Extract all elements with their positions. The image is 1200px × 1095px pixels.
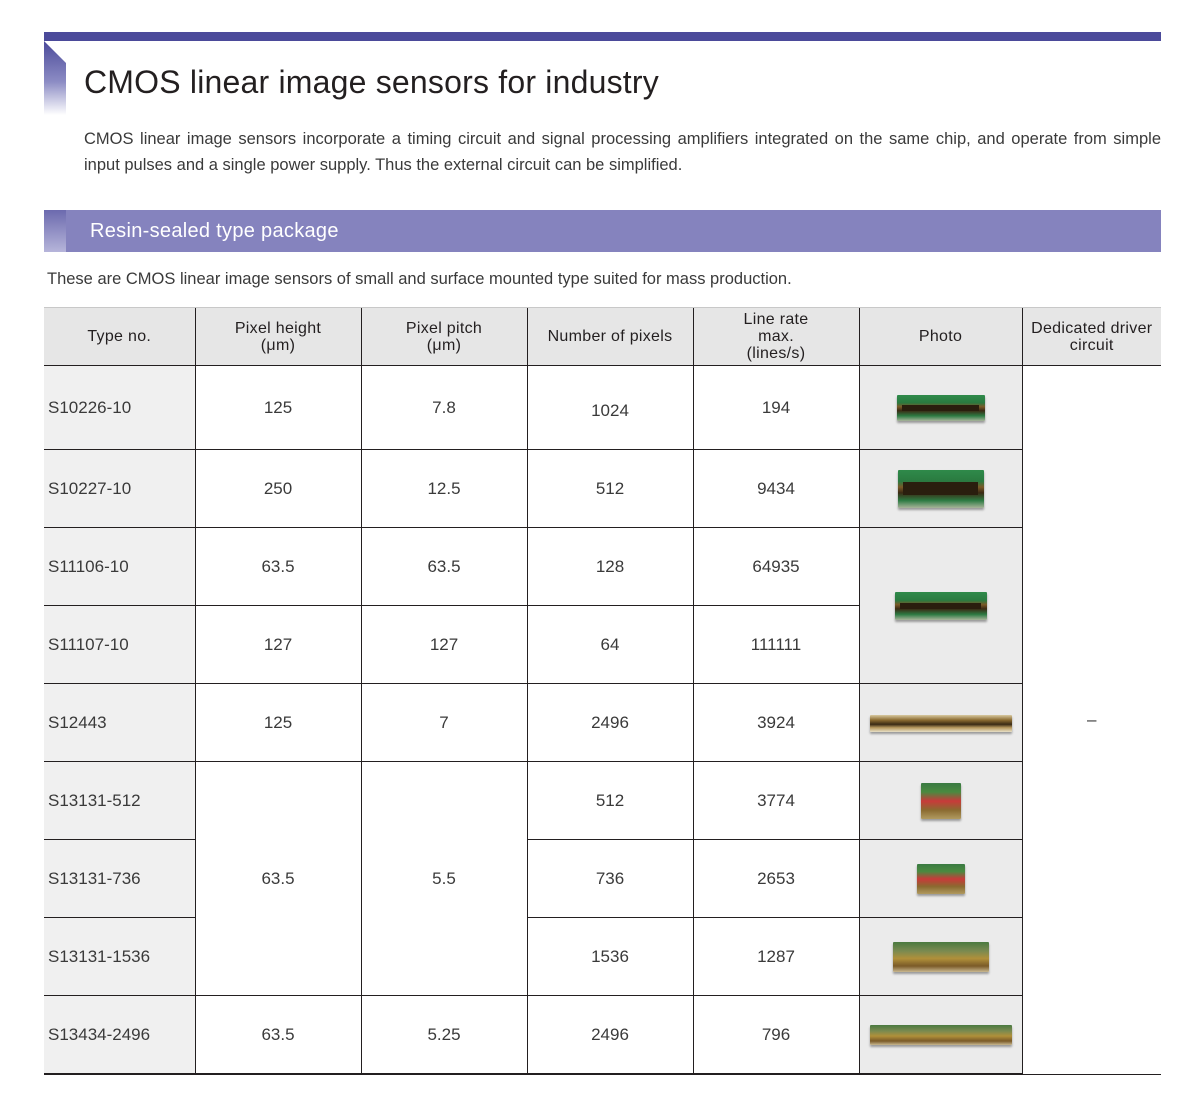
number-of-pixels-cell: 128 — [526, 527, 693, 606]
spec-table: Type no. Pixel height (μm) Pixel pitch (μm… — [44, 307, 1161, 1075]
header-line-rate: Line rate max. (lines/s) — [692, 307, 859, 366]
photo-cell — [858, 917, 1022, 996]
line-rate-cell: 3774 — [692, 761, 859, 840]
photo-cell — [858, 683, 1022, 762]
line-rate-cell: 111111 — [692, 605, 859, 684]
table-row: S11107-10 127 127 64 111111 — [44, 605, 1161, 684]
photo-cell — [858, 761, 1022, 840]
number-of-pixels-cell: 2496 — [526, 995, 693, 1075]
pixel-pitch-cell: 5.5 — [360, 761, 527, 996]
pixel-pitch-cell: 12.5 — [360, 449, 527, 528]
line-rate-cell: 64935 — [692, 527, 859, 606]
line-rate-cell: 9434 — [692, 449, 859, 528]
type-no-cell: S11107-10 — [44, 605, 195, 684]
photo-cell — [858, 995, 1022, 1075]
sensor-photo-s13131-736 — [916, 863, 965, 894]
pixel-pitch-cell: 63.5 — [360, 527, 527, 606]
intro-paragraph: CMOS linear image sensors incorporate a … — [84, 130, 1161, 174]
section-description: These are CMOS linear image sensors of s… — [47, 270, 792, 288]
number-of-pixels-cell: 1536 — [526, 917, 693, 996]
type-no-cell: S11106-10 — [44, 527, 195, 606]
pixel-height-cell: 63.5 — [194, 995, 361, 1075]
number-of-pixels-cell: 512 — [526, 449, 693, 528]
table-header-row: Type no. Pixel height (μm) Pixel pitch (μm… — [44, 307, 1161, 366]
number-of-pixels-cell: 2496 — [526, 683, 693, 762]
driver-circuit-cell: – — [1021, 365, 1161, 1075]
pixel-pitch-cell: 127 — [360, 605, 527, 684]
table-row: S11106-10 63.5 63.5 128 64935 — [44, 527, 1161, 684]
page-title: CMOS linear image sensors for industry — [84, 64, 659, 100]
photo-cell — [858, 365, 1022, 450]
top-rule — [44, 32, 1161, 41]
type-no-cell: S13131-1536 — [44, 917, 195, 996]
sensor-photo-s13434-2496 — [869, 1024, 1012, 1045]
line-rate-cell: 796 — [692, 995, 859, 1075]
line-rate-cell: 1287 — [692, 917, 859, 996]
type-no-cell: S13131-736 — [44, 839, 195, 918]
type-no-cell: S13131-512 — [44, 761, 195, 840]
sensor-photo-s13131-1536 — [892, 941, 989, 972]
header-pixel-pitch: Pixel pitch (μm) — [360, 307, 527, 366]
table-row: S10226-10 125 7.8 1024 194 – — [44, 365, 1161, 1075]
type-no-cell: S12443 — [44, 683, 195, 762]
header-pixel-height: Pixel height (μm) — [194, 307, 361, 366]
sensor-photo-s10226 — [896, 394, 985, 421]
line-rate-cell: 194 — [692, 365, 859, 450]
photo-cell — [858, 449, 1022, 528]
header-type-no: Type no. — [44, 307, 195, 366]
pixel-pitch-cell: 7.8 — [360, 365, 527, 450]
number-of-pixels-cell: 736 — [526, 839, 693, 918]
table-row: S13131-512 63.5 5.5 512 3774 — [44, 761, 1161, 996]
title-accent-corner — [44, 41, 66, 63]
section-header-bar — [44, 210, 1161, 252]
sensor-photo-s10227 — [897, 469, 984, 508]
pixel-height-cell: 63.5 — [194, 527, 361, 606]
header-number-of-pixels: Number of pixels — [526, 307, 693, 366]
header-driver-circuit: Dedicated driver circuit — [1021, 307, 1161, 366]
line-rate-cell: 2653 — [692, 839, 859, 918]
sensor-photo-s13131-512 — [920, 782, 961, 819]
pixel-height-cell: 250 — [194, 449, 361, 528]
section-header-accent — [44, 210, 66, 252]
pixel-height-cell: 125 — [194, 683, 361, 762]
pixel-pitch-cell: 7 — [360, 683, 527, 762]
header-photo: Photo — [858, 307, 1022, 366]
photo-cell — [858, 839, 1022, 918]
pixel-height-cell: 125 — [194, 365, 361, 450]
table-row: S13131-1536 1536 1287 — [44, 917, 1161, 996]
type-no-cell: S10226-10 — [44, 365, 195, 450]
table-row: S13131-736 736 2653 — [44, 839, 1161, 918]
number-of-pixels-cell: 1024 — [526, 365, 693, 450]
pixel-height-cell: 127 — [194, 605, 361, 684]
sensor-photo-s12443 — [869, 714, 1012, 732]
pixel-height-cell: 63.5 — [194, 761, 361, 996]
line-rate-cell: 3924 — [692, 683, 859, 762]
pixel-pitch-cell: 5.25 — [360, 995, 527, 1075]
sensor-photo-s11106-s11107 — [894, 591, 987, 620]
number-of-pixels-cell: 512 — [526, 761, 693, 840]
type-no-cell: S10227-10 — [44, 449, 195, 528]
section-title: Resin-sealed type package — [90, 220, 339, 242]
table-row: S12443 125 7 2496 3924 — [44, 683, 1161, 762]
table-row: S13434-2496 63.5 5.25 2496 796 — [44, 995, 1161, 1075]
table-row: S10227-10 250 12.5 512 9434 — [44, 449, 1161, 528]
number-of-pixels-cell: 64 — [526, 605, 693, 684]
type-no-cell: S13434-2496 — [44, 995, 195, 1075]
photo-cell — [858, 527, 1022, 684]
